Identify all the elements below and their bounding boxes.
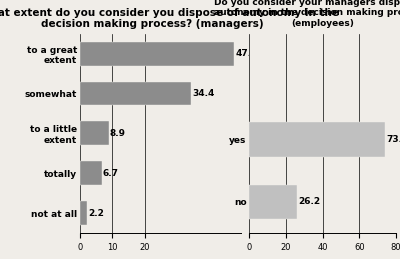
Bar: [80, 161, 102, 185]
Text: 47.8: 47.8: [235, 49, 258, 58]
Bar: [249, 123, 385, 157]
Text: 2.2: 2.2: [88, 209, 104, 218]
Title: Do you consider your managers dispose of
autonomy in the decision making process: Do you consider your managers dispose of…: [214, 0, 400, 27]
Text: 26.2: 26.2: [299, 197, 321, 206]
Bar: [80, 82, 191, 105]
Text: To what extent do you consider you dispose of autonomy in the
decision making pr: To what extent do you consider you dispo…: [0, 8, 340, 29]
Text: 6.7: 6.7: [103, 169, 119, 178]
Text: 34.4: 34.4: [192, 89, 214, 98]
Bar: [249, 185, 297, 219]
Bar: [80, 121, 109, 145]
Text: 73.8: 73.8: [386, 135, 400, 144]
Bar: [80, 201, 87, 225]
Text: 8.9: 8.9: [110, 129, 126, 138]
Bar: [80, 42, 234, 66]
